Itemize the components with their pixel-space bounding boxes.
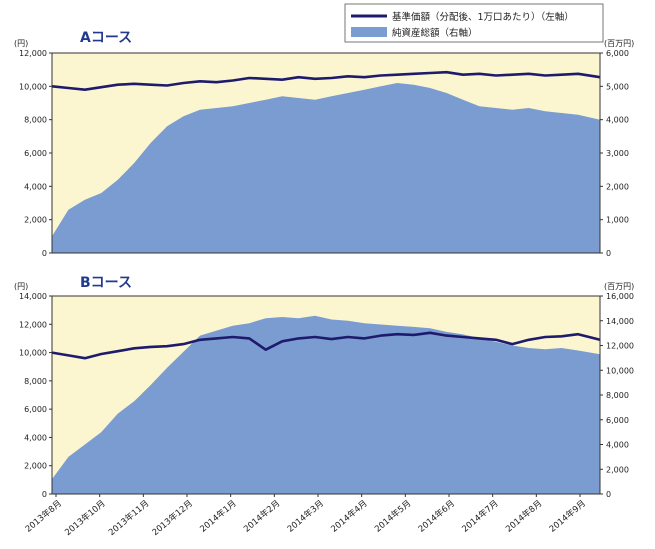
right-tick-label-b: 16,000 bbox=[606, 292, 634, 301]
x-tick-label: 2014年9月 bbox=[547, 498, 588, 535]
right-tick-label-a: 2,000 bbox=[606, 182, 629, 191]
left-tick-label-a: 4,000 bbox=[24, 182, 47, 191]
x-tick-label: 2014年1月 bbox=[198, 498, 239, 535]
left-tick-label-b: 2,000 bbox=[24, 462, 47, 471]
right-tick-label-a: 5,000 bbox=[606, 82, 629, 91]
x-tick-label: 2014年2月 bbox=[241, 498, 282, 535]
right-tick-label-a: 0 bbox=[606, 249, 611, 258]
x-tick-label: 2014年8月 bbox=[503, 498, 544, 535]
x-tick-label: 2013年8月 bbox=[23, 498, 64, 535]
right-tick-label-a: 6,000 bbox=[606, 49, 629, 58]
right-tick-label-b: 6,000 bbox=[606, 416, 629, 425]
left-tick-label-b: 12,000 bbox=[19, 320, 47, 329]
legend-area-swatch bbox=[351, 27, 387, 37]
left-unit-b: (円) bbox=[14, 282, 28, 291]
right-tick-label-b: 0 bbox=[606, 490, 611, 499]
right-tick-label-b: 14,000 bbox=[606, 317, 634, 326]
chart-panel-b: 0 2,000 4,000 6,000 8,000 10,000 12,000 14,000 0… bbox=[14, 275, 634, 499]
left-tick-label-a: 10,000 bbox=[19, 82, 47, 91]
x-tick-label: 2013年10月 bbox=[63, 498, 108, 538]
left-tick-label-b: 4,000 bbox=[24, 433, 47, 442]
nav-line-b bbox=[51, 331, 601, 360]
legend-box bbox=[344, 3, 604, 43]
right-tick-label-b: 10,000 bbox=[606, 366, 634, 375]
right-tick-label-b: 4,000 bbox=[606, 441, 629, 450]
x-axis-labels: 2013年8月 2013年10月 2013年11月 2013年12月 2014年1月 20… bbox=[23, 494, 588, 538]
chart-title-a: Aコース bbox=[80, 30, 132, 46]
x-tick-label: 2013年11月 bbox=[106, 498, 151, 538]
right-tick-label-b: 2,000 bbox=[606, 465, 629, 474]
left-tick-label-a: 12,000 bbox=[19, 49, 47, 58]
legend-aum-label: 純資産総額（右軸） bbox=[392, 27, 478, 39]
aum-area-b bbox=[52, 315, 600, 494]
nav-line-a bbox=[51, 70, 601, 91]
x-tick-label: 2014年3月 bbox=[285, 498, 326, 535]
left-tick-label-a: 2,000 bbox=[24, 216, 47, 225]
x-tick-label: 2013年12月 bbox=[150, 498, 195, 538]
left-tick-label-b: 0 bbox=[42, 490, 47, 499]
right-unit-b: (百万円) bbox=[604, 282, 634, 291]
aum-area-a bbox=[52, 83, 600, 253]
x-tick-label: 2014年5月 bbox=[372, 498, 413, 535]
left-tick-label-b: 14,000 bbox=[19, 292, 47, 301]
left-tick-label-b: 6,000 bbox=[24, 405, 47, 414]
left-unit-a: (円) bbox=[14, 39, 28, 48]
legend: 基準価額（分配後、1万口あたり）（左軸） 純資産総額（右軸） bbox=[344, 3, 604, 43]
right-tick-label-b: 12,000 bbox=[606, 342, 634, 351]
x-tick-label: 2014年4月 bbox=[329, 498, 370, 535]
left-tick-label-a: 6,000 bbox=[24, 149, 47, 158]
right-tick-label-a: 1,000 bbox=[606, 216, 629, 225]
right-tick-label-a: 4,000 bbox=[606, 116, 629, 125]
chart-title-b: Bコース bbox=[80, 275, 132, 291]
legend-nav-label: 基準価額（分配後、1万口あたり）（左軸） bbox=[392, 11, 574, 23]
left-tick-label-b: 8,000 bbox=[24, 377, 47, 386]
x-tick-label: 2014年6月 bbox=[416, 498, 457, 535]
left-tick-label-a: 8,000 bbox=[24, 116, 47, 125]
right-tick-label-a: 3,000 bbox=[606, 149, 629, 158]
chart-panel-a: 0 2,000 4,000 6,000 8,000 10,000 12,000 0 1,000 2… bbox=[14, 30, 634, 258]
x-tick-label: 2014年7月 bbox=[460, 498, 501, 535]
right-unit-a: (百万円) bbox=[604, 39, 634, 48]
left-tick-label-b: 10,000 bbox=[19, 349, 47, 358]
left-tick-label-a: 0 bbox=[42, 249, 47, 258]
right-tick-label-b: 8,000 bbox=[606, 391, 629, 400]
